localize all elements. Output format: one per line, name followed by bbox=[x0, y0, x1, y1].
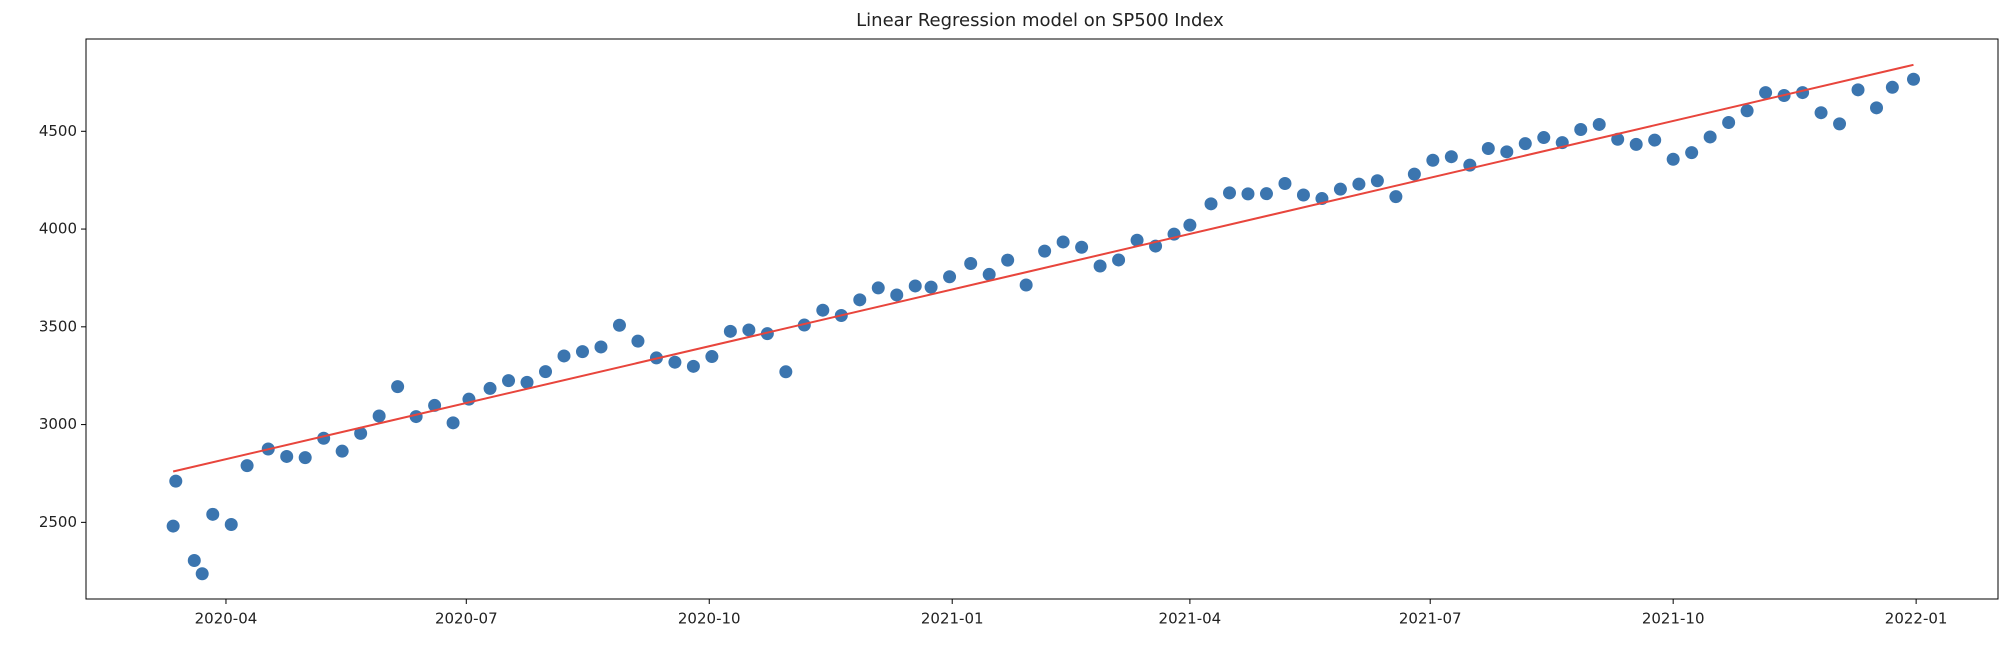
point bbox=[169, 474, 183, 488]
point bbox=[483, 381, 497, 395]
point bbox=[354, 426, 368, 440]
point bbox=[206, 507, 220, 521]
point bbox=[298, 451, 312, 465]
point bbox=[1814, 106, 1828, 120]
x-tick-label: 2021-01 bbox=[921, 610, 984, 628]
y-tick-label: 3000 bbox=[39, 415, 77, 433]
point bbox=[1666, 152, 1680, 166]
point bbox=[166, 519, 180, 533]
point bbox=[1648, 133, 1662, 147]
chart-title: Linear Regression model on SP500 Index bbox=[856, 10, 1224, 31]
point bbox=[240, 459, 254, 473]
x-tick-label: 2021-07 bbox=[1399, 610, 1462, 628]
point bbox=[943, 270, 957, 284]
point bbox=[1444, 150, 1458, 164]
point bbox=[1629, 137, 1643, 151]
point bbox=[195, 567, 209, 581]
plot-frame bbox=[85, 38, 1999, 600]
point bbox=[1112, 253, 1126, 267]
point bbox=[1537, 131, 1551, 145]
point bbox=[1389, 190, 1403, 204]
point bbox=[1204, 197, 1218, 211]
x-tick-label: 2021-04 bbox=[1159, 610, 1222, 628]
point bbox=[1183, 218, 1197, 232]
point bbox=[964, 256, 978, 270]
y-tick-label: 3500 bbox=[39, 317, 77, 335]
point bbox=[1722, 115, 1736, 129]
x-tick-label: 2020-07 bbox=[435, 610, 498, 628]
point bbox=[502, 374, 516, 388]
point bbox=[446, 416, 460, 430]
point bbox=[1278, 176, 1292, 190]
point bbox=[1370, 174, 1384, 188]
point bbox=[594, 340, 608, 354]
point bbox=[1019, 278, 1033, 292]
point bbox=[1001, 253, 1015, 267]
point bbox=[1056, 235, 1070, 249]
point bbox=[224, 518, 238, 532]
point bbox=[982, 267, 996, 281]
point bbox=[1611, 132, 1625, 146]
point bbox=[1130, 233, 1144, 247]
point bbox=[1038, 244, 1052, 258]
point bbox=[575, 345, 589, 359]
point bbox=[890, 288, 904, 302]
point bbox=[705, 350, 719, 364]
point bbox=[1223, 186, 1237, 200]
point bbox=[1574, 123, 1588, 137]
point bbox=[1740, 104, 1754, 118]
point bbox=[742, 323, 756, 337]
point bbox=[335, 444, 349, 458]
point bbox=[1500, 145, 1514, 159]
y-tick-label: 4500 bbox=[39, 122, 77, 140]
point bbox=[539, 365, 553, 379]
point bbox=[1703, 130, 1717, 144]
point bbox=[1759, 86, 1773, 100]
point bbox=[1851, 83, 1865, 97]
point bbox=[924, 280, 938, 294]
point bbox=[1241, 187, 1255, 201]
point bbox=[1870, 101, 1884, 115]
point bbox=[1259, 187, 1273, 201]
point bbox=[1592, 117, 1606, 131]
point bbox=[631, 334, 645, 348]
point bbox=[1518, 137, 1532, 151]
point bbox=[1075, 240, 1089, 254]
point bbox=[853, 293, 867, 307]
point bbox=[816, 303, 830, 317]
y-tick-label: 2500 bbox=[39, 513, 77, 531]
x-tick-label: 2020-04 bbox=[195, 610, 258, 628]
point bbox=[1833, 117, 1847, 131]
point bbox=[520, 375, 534, 389]
point bbox=[723, 324, 737, 338]
point bbox=[1685, 146, 1699, 160]
point bbox=[1481, 141, 1495, 155]
x-tick-label: 2021-10 bbox=[1642, 610, 1705, 628]
point bbox=[187, 553, 201, 567]
point bbox=[779, 365, 793, 379]
point bbox=[1426, 153, 1440, 167]
point bbox=[797, 318, 811, 332]
point bbox=[908, 279, 922, 293]
y-tick-label: 4000 bbox=[39, 220, 77, 238]
point bbox=[1885, 80, 1899, 94]
point bbox=[372, 409, 386, 423]
x-tick-label: 2022-01 bbox=[1885, 610, 1948, 628]
point bbox=[668, 355, 682, 369]
point bbox=[391, 380, 405, 394]
point bbox=[557, 349, 571, 363]
point bbox=[1333, 182, 1347, 196]
point bbox=[1906, 72, 1920, 86]
point bbox=[686, 359, 700, 373]
point bbox=[1296, 188, 1310, 202]
point bbox=[1093, 259, 1107, 273]
regression-line bbox=[172, 63, 1914, 473]
x-tick-label: 2020-10 bbox=[678, 610, 741, 628]
point bbox=[1352, 177, 1366, 191]
point bbox=[1407, 167, 1421, 181]
point bbox=[280, 449, 294, 463]
point bbox=[612, 318, 626, 332]
point bbox=[871, 281, 885, 295]
